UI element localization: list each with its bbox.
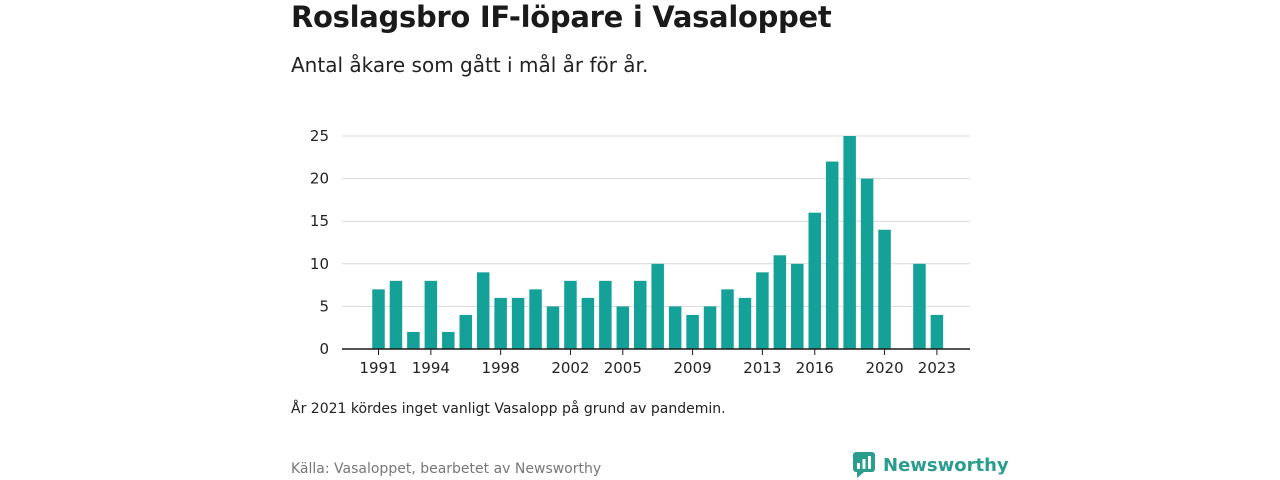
chart-title: Roslagsbro IF-löpare i Vasaloppet <box>291 0 832 34</box>
bar <box>529 289 542 349</box>
newsworthy-logo[interactable]: Newsworthy <box>853 452 1009 478</box>
y-tick-label: 10 <box>310 255 329 273</box>
bar <box>546 306 560 349</box>
bar <box>773 255 787 349</box>
x-tick-label: 2005 <box>604 359 642 377</box>
x-tick-label: 2020 <box>865 359 903 377</box>
bar <box>494 297 507 349</box>
bar <box>843 136 856 349</box>
x-tick-label: 1991 <box>359 359 397 377</box>
bar <box>616 306 630 349</box>
bar <box>930 314 944 349</box>
bar <box>878 229 891 349</box>
y-tick-label: 25 <box>310 127 329 145</box>
y-tick-label: 15 <box>310 212 329 230</box>
bar <box>651 263 664 349</box>
y-tick-label: 0 <box>319 340 329 358</box>
x-tick-label: 1998 <box>482 359 520 377</box>
bar-chart: 0 5 10 15 20 25 1991 1994 1998 2002 2005 2009 2013 20… <box>310 127 970 377</box>
bar <box>825 161 839 349</box>
bar <box>442 331 455 349</box>
brand-name: Newsworthy <box>883 454 1009 476</box>
bar <box>721 289 734 349</box>
bar <box>372 289 385 349</box>
bar <box>459 314 472 349</box>
bar <box>476 272 490 349</box>
bar <box>686 314 699 349</box>
x-tick-label: 2023 <box>918 359 956 377</box>
y-tick-label: 5 <box>319 297 329 315</box>
x-tick-label: 1994 <box>412 359 450 377</box>
bar <box>703 306 717 349</box>
bar <box>389 280 403 349</box>
bar <box>634 280 647 349</box>
bar <box>511 297 525 349</box>
x-tick-label: 2013 <box>743 359 781 377</box>
bar <box>791 263 804 349</box>
bar <box>860 178 874 349</box>
bar <box>599 280 612 349</box>
x-tick-label: 2016 <box>796 359 834 377</box>
chart-subtitle: Antal åkare som gått i mål år för år. <box>291 53 649 77</box>
newsworthy-logo-icon <box>853 452 875 478</box>
bar <box>756 272 769 349</box>
bar <box>668 306 682 349</box>
source-text: Källa: Vasaloppet, bearbetet av Newswort… <box>291 461 602 477</box>
chart-note: År 2021 kördes inget vanligt Vasalopp på… <box>291 401 726 417</box>
x-tick-label: 2002 <box>551 359 589 377</box>
bar <box>424 280 438 349</box>
bar <box>913 263 926 349</box>
x-tick-label: 2009 <box>674 359 712 377</box>
y-tick-label: 20 <box>310 170 329 188</box>
bar <box>738 297 752 349</box>
bar <box>564 280 577 349</box>
bar <box>581 297 595 349</box>
bar <box>407 331 420 349</box>
bar <box>808 212 821 349</box>
